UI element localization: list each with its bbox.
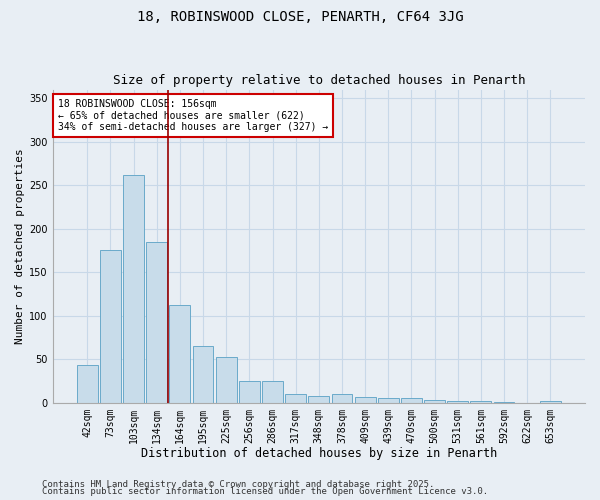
- Bar: [169, 306, 190, 402]
- Bar: [470, 401, 491, 402]
- Bar: [193, 346, 214, 403]
- Bar: [262, 381, 283, 402]
- Bar: [540, 401, 561, 402]
- Bar: [355, 396, 376, 402]
- Bar: [308, 396, 329, 402]
- Bar: [239, 381, 260, 402]
- Bar: [401, 398, 422, 402]
- Bar: [378, 398, 399, 402]
- Bar: [448, 401, 468, 402]
- Bar: [100, 250, 121, 402]
- Y-axis label: Number of detached properties: Number of detached properties: [15, 148, 25, 344]
- Text: 18, ROBINSWOOD CLOSE, PENARTH, CF64 3JG: 18, ROBINSWOOD CLOSE, PENARTH, CF64 3JG: [137, 10, 463, 24]
- Title: Size of property relative to detached houses in Penarth: Size of property relative to detached ho…: [113, 74, 525, 87]
- Bar: [332, 394, 352, 402]
- Bar: [285, 394, 306, 402]
- Bar: [123, 175, 144, 402]
- Text: 18 ROBINSWOOD CLOSE: 156sqm
← 65% of detached houses are smaller (622)
34% of se: 18 ROBINSWOOD CLOSE: 156sqm ← 65% of det…: [58, 99, 328, 132]
- Bar: [77, 366, 98, 403]
- Text: Contains public sector information licensed under the Open Government Licence v3: Contains public sector information licen…: [42, 487, 488, 496]
- X-axis label: Distribution of detached houses by size in Penarth: Distribution of detached houses by size …: [141, 447, 497, 460]
- Text: Contains HM Land Registry data © Crown copyright and database right 2025.: Contains HM Land Registry data © Crown c…: [42, 480, 434, 489]
- Bar: [146, 242, 167, 402]
- Bar: [424, 400, 445, 402]
- Bar: [216, 358, 236, 403]
